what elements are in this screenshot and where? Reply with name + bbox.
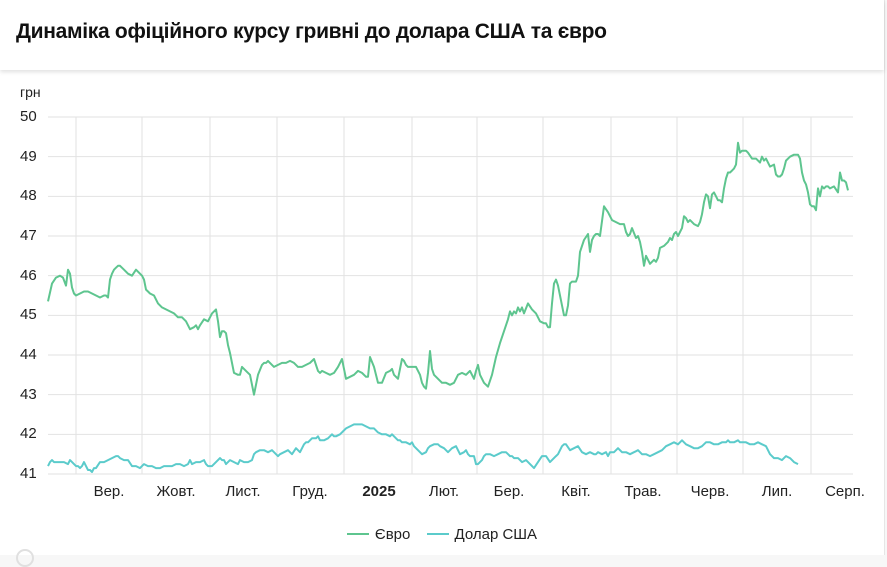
x-tick-label: Лют. (428, 483, 460, 500)
euro-line-swatch-icon (346, 533, 369, 535)
y-tick-label: 41 (20, 465, 37, 482)
x-tick-label: Квіт. (561, 483, 591, 500)
exchange-rate-chart: грн 41 42 43 44 45 46 47 48 49 50 Вер. Жовт. Лист. Г… (0, 0, 884, 555)
header-card: Динаміка офіційного курсу гривні до дола… (0, 0, 884, 70)
y-axis-unit-label: грн (20, 84, 41, 100)
page-title: Динаміка офіційного курсу гривні до дола… (16, 20, 607, 43)
partial-circle-icon (16, 549, 34, 567)
x-tick-label: Трав. (624, 483, 662, 500)
legend-item-usd[interactable]: Долар США (426, 525, 538, 543)
euro-series-line (47, 141, 849, 396)
y-tick-label: 42 (20, 425, 37, 443)
plot-area[interactable] (0, 0, 884, 555)
usd-line-swatch-icon (426, 533, 449, 535)
x-tick-label: Лист. (225, 483, 261, 500)
x-tick-label: Вер. (93, 483, 125, 500)
legend-label: Долар США (454, 525, 538, 543)
usd-series-line (47, 423, 799, 473)
y-tick-label: 46 (20, 266, 37, 284)
x-tick-label: Черв. (690, 483, 730, 500)
x-tick-label: Серп. (825, 483, 865, 500)
legend: Євро Долар США (0, 522, 884, 543)
y-tick-label: 50 (20, 108, 37, 125)
series-lines (47, 141, 849, 473)
y-tick-label: 43 (20, 385, 37, 403)
y-tick-label: 48 (20, 187, 37, 205)
x-tick-label: 2025 (362, 483, 396, 500)
y-tick-label: 45 (20, 306, 37, 324)
x-tick-label: Груд. (292, 483, 328, 500)
y-tick-label: 49 (20, 147, 37, 165)
legend-item-euro[interactable]: Євро (346, 525, 411, 543)
y-tick-label: 44 (20, 346, 37, 363)
x-tick-label: Жовт. (156, 483, 196, 500)
y-tick-label: 47 (20, 227, 37, 244)
x-tick-label: Бер. (493, 483, 525, 500)
legend-label: Євро (374, 525, 411, 543)
x-tick-label: Лип. (761, 483, 793, 500)
